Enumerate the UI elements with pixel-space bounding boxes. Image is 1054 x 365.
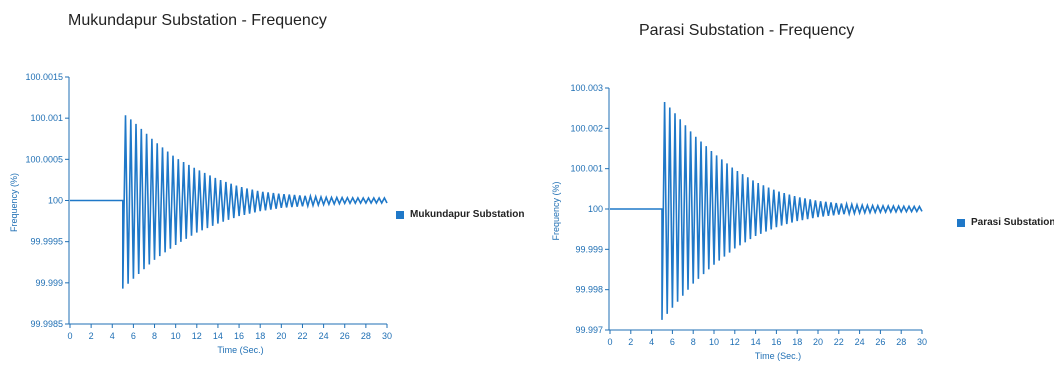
series-line [610,101,923,320]
y-tick-label: 100.001 [570,164,603,174]
chart-legend[interactable]: Mukundapur Substation [396,209,524,220]
x-tick-label: 16 [234,331,244,341]
legend-swatch-icon [957,218,965,227]
x-tick-label: 0 [67,331,72,341]
x-tick-label: 10 [171,331,181,341]
y-tick-label: 99.9985 [30,319,63,329]
chart-title: Parasi Substation - Frequency [639,22,855,39]
y-tick-label: 100.001 [30,113,63,123]
x-tick-label: 6 [131,331,136,341]
x-tick-label: 30 [917,337,927,347]
x-tick-label: 26 [875,337,885,347]
x-tick-label: 4 [110,331,115,341]
x-tick-label: 6 [670,337,675,347]
x-tick-label: 28 [896,337,906,347]
x-tick-label: 4 [649,337,654,347]
x-tick-label: 24 [855,337,865,347]
x-tick-label: 0 [607,337,612,347]
y-tick-label: 99.997 [575,325,603,335]
frequency-chart-parasi: 100.003100.002100.00110099.99999.99899.9… [551,83,927,361]
x-tick-label: 16 [771,337,781,347]
x-tick-label: 22 [297,331,307,341]
x-tick-label: 20 [276,331,286,341]
frequency-chart-mukundapur: 100.0015100.001100.000510099.999599.9999… [9,72,392,355]
y-tick-label: 100.002 [570,123,603,133]
x-tick-label: 20 [813,337,823,347]
legend-label: Mukundapur Substation [410,209,525,220]
chart-legend[interactable]: Parasi Substation [957,217,1054,228]
y-tick-label: 99.999 [575,244,603,254]
y-tick-label: 100.003 [570,83,603,93]
y-axis-title: Frequency (%) [551,181,561,240]
legend-label: Parasi Substation [971,217,1054,228]
chart-panel-parasi: Parasi Substation - Frequency 100.003 100… [530,0,1054,365]
x-tick-label: 2 [89,331,94,341]
x-tick-label: 2 [628,337,633,347]
x-tick-label: 24 [319,331,329,341]
x-axis-title: Time (Sec.) [217,345,263,355]
y-tick-label: 99.998 [575,285,603,295]
x-tick-label: 26 [340,331,350,341]
y-tick-label: 100.0015 [25,72,63,82]
x-tick-label: 8 [152,331,157,341]
y-tick-label: 100 [588,204,603,214]
x-tick-label: 18 [792,337,802,347]
x-tick-label: 12 [192,331,202,341]
chart-title: Mukundapur Substation - Frequency [68,12,327,29]
x-tick-label: 30 [382,331,392,341]
y-tick-label: 100.0005 [25,154,63,164]
x-tick-label: 14 [213,331,223,341]
y-tick-label: 100 [48,196,63,206]
series-line [70,115,388,289]
y-tick-label: 99.9995 [30,237,63,247]
x-axis-title: Time (Sec.) [755,351,801,361]
chart-panel-mukundapur: Mukundapur Substation - Frequency 100.00… [9,12,524,355]
y-axis-title: Frequency (%) [9,173,19,232]
x-tick-label: 22 [834,337,844,347]
x-tick-label: 14 [751,337,761,347]
legend-swatch-icon [396,210,404,219]
x-tick-label: 28 [361,331,371,341]
x-tick-label: 10 [709,337,719,347]
x-tick-label: 12 [730,337,740,347]
y-tick-label: 99.999 [35,278,63,288]
x-tick-label: 18 [255,331,265,341]
x-tick-label: 8 [691,337,696,347]
